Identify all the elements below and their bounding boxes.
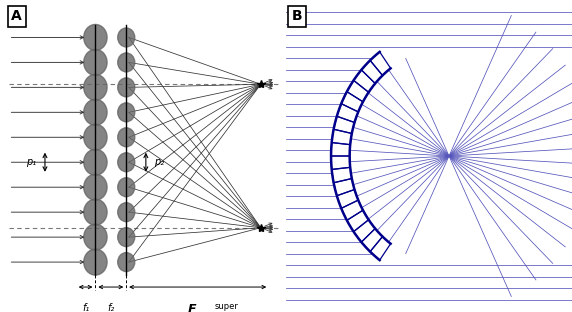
Circle shape — [84, 199, 107, 225]
Text: p₂: p₂ — [154, 157, 164, 167]
Polygon shape — [337, 189, 358, 208]
Polygon shape — [370, 236, 391, 260]
Polygon shape — [353, 220, 375, 242]
Circle shape — [84, 124, 107, 150]
Polygon shape — [337, 104, 358, 123]
Circle shape — [118, 178, 135, 197]
Text: F: F — [188, 303, 196, 312]
Text: A: A — [11, 9, 22, 23]
Circle shape — [118, 128, 135, 147]
Circle shape — [118, 153, 135, 172]
Polygon shape — [362, 229, 383, 252]
Polygon shape — [331, 143, 350, 156]
Circle shape — [118, 103, 135, 122]
Text: f₂: f₂ — [107, 303, 114, 312]
Circle shape — [118, 228, 135, 246]
Polygon shape — [353, 70, 375, 92]
Circle shape — [84, 74, 107, 100]
Circle shape — [118, 203, 135, 222]
Polygon shape — [332, 129, 352, 145]
Circle shape — [118, 28, 135, 47]
Polygon shape — [347, 80, 368, 102]
Circle shape — [84, 249, 107, 275]
Text: p₁: p₁ — [26, 157, 37, 167]
Polygon shape — [370, 52, 391, 76]
Circle shape — [118, 53, 135, 72]
Polygon shape — [341, 200, 363, 220]
Circle shape — [118, 78, 135, 97]
Circle shape — [84, 24, 107, 51]
Polygon shape — [341, 92, 363, 112]
Polygon shape — [333, 116, 355, 134]
Polygon shape — [362, 60, 383, 83]
Polygon shape — [347, 210, 368, 232]
Text: super: super — [214, 302, 239, 311]
Text: B: B — [292, 9, 303, 23]
Circle shape — [84, 149, 107, 175]
Text: f₁: f₁ — [82, 303, 89, 312]
Circle shape — [84, 99, 107, 125]
Circle shape — [84, 49, 107, 76]
Circle shape — [84, 224, 107, 250]
Circle shape — [84, 174, 107, 200]
Polygon shape — [333, 178, 355, 196]
Polygon shape — [331, 156, 350, 169]
Polygon shape — [332, 167, 352, 183]
Circle shape — [118, 253, 135, 271]
